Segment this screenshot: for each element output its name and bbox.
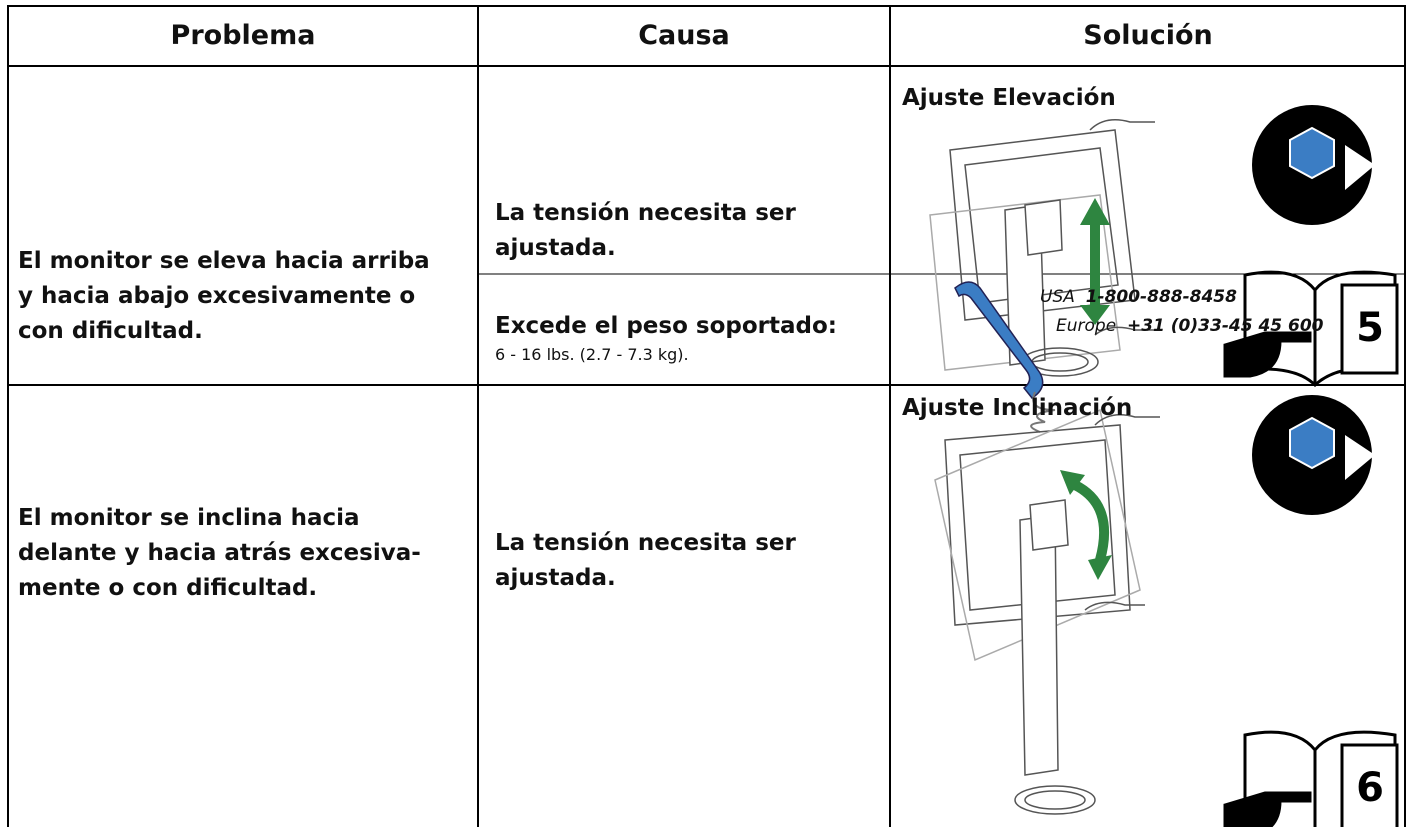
phone-number: 1-800-888-8458 bbox=[1085, 287, 1237, 307]
problem-line: mente o con dificultad. bbox=[18, 575, 318, 601]
problem-line: con dificultad. bbox=[18, 318, 203, 344]
phone-line: USA 1-800-888-8458 bbox=[1040, 287, 1237, 307]
manual-icon bbox=[1223, 270, 1399, 388]
tilt-illustration bbox=[934, 408, 1160, 815]
cause-line: La tensión necesita ser bbox=[495, 200, 796, 226]
cause-line: La tensión necesita ser bbox=[495, 530, 796, 556]
problem-line: El monitor se inclina hacia bbox=[18, 505, 360, 531]
tilt-arrow bbox=[1060, 470, 1112, 580]
solution-title: Ajuste Inclinación bbox=[902, 395, 1133, 421]
table-border bbox=[7, 5, 1406, 827]
column-header: Solución bbox=[1083, 20, 1213, 51]
table-lines bbox=[7, 5, 1406, 827]
cause-line: ajustada. bbox=[495, 565, 616, 591]
region: USA bbox=[1040, 287, 1075, 307]
problem-line: y hacia abajo excesivamente o bbox=[18, 283, 416, 309]
cause-line: Excede el peso soportado: bbox=[495, 313, 837, 339]
tool-icon bbox=[1252, 395, 1375, 515]
phone-icon bbox=[954, 281, 1056, 433]
problem-line: El monitor se eleva hacia arriba bbox=[18, 248, 430, 274]
problem-line: delante y hacia atrás excesiva- bbox=[18, 540, 421, 566]
phone-number: +31 (0)33-45 45 600 bbox=[1126, 316, 1324, 336]
solution-title: Ajuste Elevación bbox=[902, 85, 1116, 111]
column-header: Problema bbox=[170, 20, 316, 51]
page-number: 5 bbox=[1356, 305, 1384, 351]
column-header: Causa bbox=[638, 20, 730, 51]
cause-line: ajustada. bbox=[495, 235, 616, 261]
elevation-illustration bbox=[929, 119, 1155, 377]
manual-icon bbox=[1223, 730, 1399, 827]
phone-line: Europe +31 (0)33-45 45 600 bbox=[1056, 316, 1324, 336]
region: Europe bbox=[1056, 316, 1117, 336]
tool-icon bbox=[1252, 105, 1375, 225]
up-down-arrow bbox=[1080, 198, 1110, 325]
page-number: 6 bbox=[1356, 765, 1384, 811]
cause-detail: 6 - 16 lbs. (2.7 - 7.3 kg). bbox=[495, 345, 689, 364]
